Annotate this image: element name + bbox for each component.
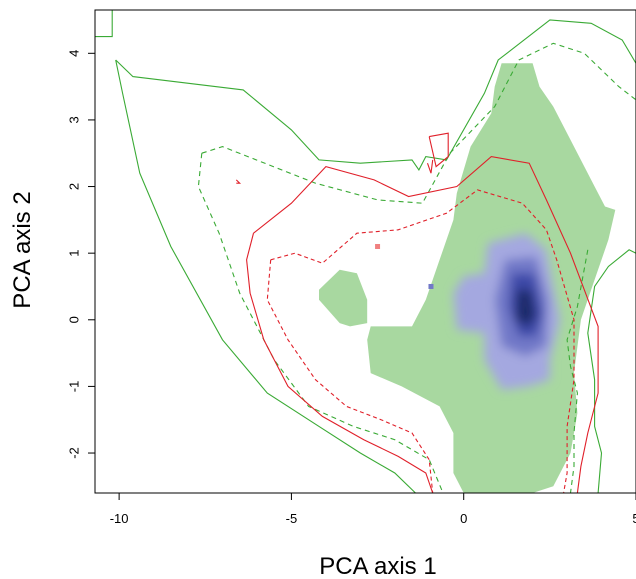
- density-levels: [453, 233, 561, 390]
- green-island-region: [319, 269, 368, 327]
- y-tick-label-6: 4: [66, 50, 81, 57]
- y-tick-label-5: 3: [66, 116, 81, 123]
- green-solid-contour-3: [115, 59, 416, 493]
- y-tick-label-2: 0: [66, 316, 81, 323]
- x-tick-label-3: 5: [632, 511, 636, 526]
- green-dashed-contour-1: [197, 153, 444, 493]
- y-axis: -2 -1 0 1 2 3 4: [66, 50, 95, 459]
- y-tick-label-4: 2: [66, 183, 81, 190]
- small-mark-1: [375, 244, 381, 250]
- y-tick-label-0: -2: [66, 447, 81, 459]
- y-tick-label-1: -1: [66, 381, 81, 393]
- small-marks-layer: [375, 244, 434, 289]
- x-axis: -10 -5 0 5: [110, 493, 636, 526]
- red-solid-contour-3: [426, 159, 434, 174]
- red-solid-contour-4: [246, 233, 434, 493]
- green-solid-contour-2: [115, 19, 636, 493]
- green-solid-contour-1: [95, 10, 113, 38]
- red-solid-contour-1: [235, 179, 242, 184]
- y-axis-title: PCA axis 2: [9, 191, 36, 308]
- x-tick-label-0: -10: [110, 511, 129, 526]
- x-tick-label-1: -5: [286, 511, 298, 526]
- green-dashed-contour-3: [566, 249, 589, 493]
- red-dashed-contour-1: [266, 259, 434, 493]
- red-dashed-contour-2: [270, 189, 575, 493]
- red-solid-contour-2: [428, 132, 449, 168]
- x-tick-label-2: 0: [460, 511, 467, 526]
- blue-density-layer: [453, 233, 561, 390]
- contour-lines-layer: [95, 10, 636, 493]
- x-axis-title: PCA axis 1: [319, 553, 436, 579]
- small-mark-2: [428, 283, 434, 289]
- y-tick-label-3: 1: [66, 250, 81, 257]
- density-level-4: [515, 289, 537, 327]
- red-solid-contour-5: [253, 156, 599, 493]
- plot-frame: [94, 9, 636, 494]
